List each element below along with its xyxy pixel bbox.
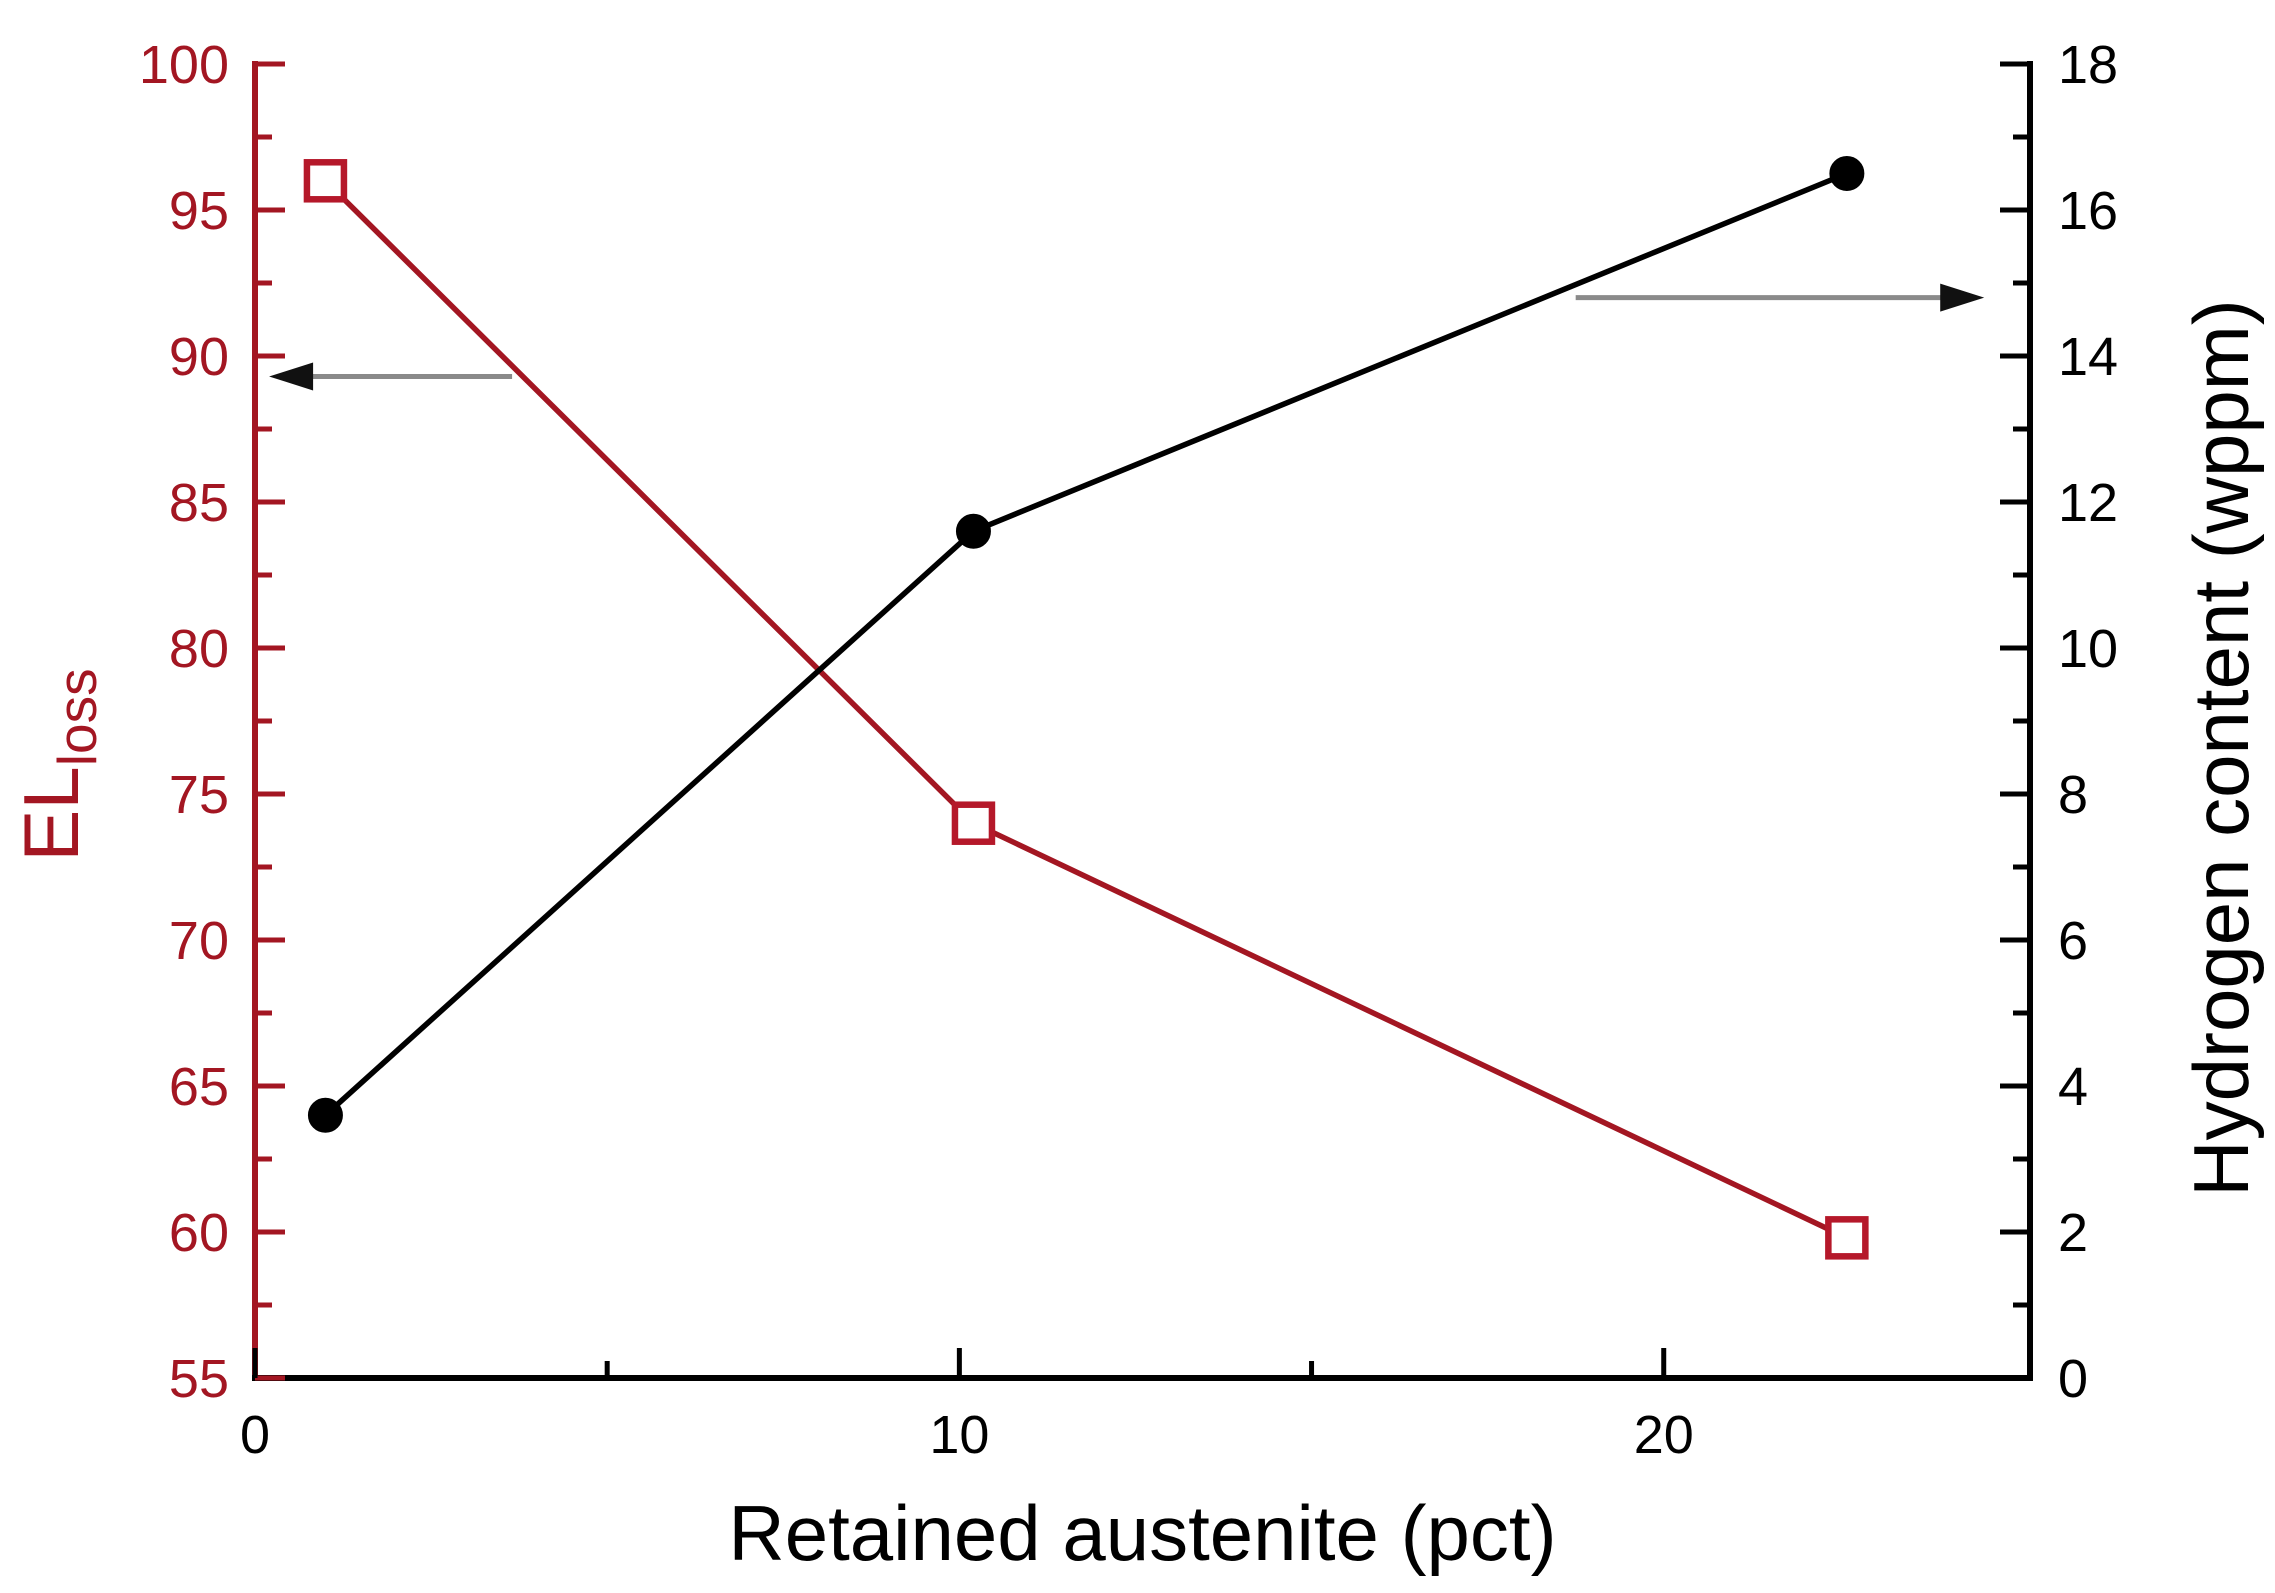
left-axis-tick-label: 95 [169,181,229,241]
left-axis-tick-label: 60 [169,1203,229,1263]
x-axis-tick-label: 0 [240,1405,270,1465]
series-line-el-loss [323,178,1849,1241]
right-axis-tick-label: 18 [2058,35,2118,95]
left-axis-tick-label: 55 [169,1349,229,1409]
series-line-hydrogen [323,170,1848,1118]
data-point-hydrogen-marker [1829,156,1865,191]
right-axis-tick-label: 12 [2058,473,2118,533]
data-point-el-loss-marker [951,801,996,845]
right-axis-title: Hydrogen content (wppm) [2177,299,2265,1196]
left-axis-arrow-head [269,362,314,391]
right-axis-tick-label: 14 [2058,327,2118,387]
right-axis-tick-label: 10 [2058,619,2118,679]
left-axis-tick-label: 90 [169,327,229,387]
data-point-hydrogen-marker [307,1097,343,1133]
right-axis-arrow-head [1940,283,1985,312]
right-axis-tick-label: 8 [2058,765,2088,825]
right-axis-tick-label: 6 [2058,911,2088,971]
x-axis-tick-label: 20 [1634,1405,1694,1465]
data-point-el-loss-marker [1825,1216,1869,1260]
left-axis-tick-label: 85 [169,473,229,533]
x-axis-tick-label: 10 [929,1405,989,1465]
left-axis-tick-label: 80 [169,619,229,679]
left-axis-tick-label: 70 [169,911,229,971]
data-point-hydrogen-marker [955,513,991,549]
left-axis-title: ELloss [7,668,108,861]
x-axis-title: Retained austenite (pct) [728,1489,1556,1577]
right-axis-tick-label: 16 [2058,181,2118,241]
right-axis-tick-label: 2 [2058,1203,2088,1263]
data-point-el-loss-marker [303,159,348,203]
left-axis-tick-label: 65 [169,1057,229,1117]
right-axis-tick-label: 4 [2058,1057,2088,1117]
left-axis-tick-label: 75 [169,765,229,825]
left-axis-tick-label: 100 [139,35,229,95]
right-axis-tick-label: 0 [2058,1349,2088,1409]
